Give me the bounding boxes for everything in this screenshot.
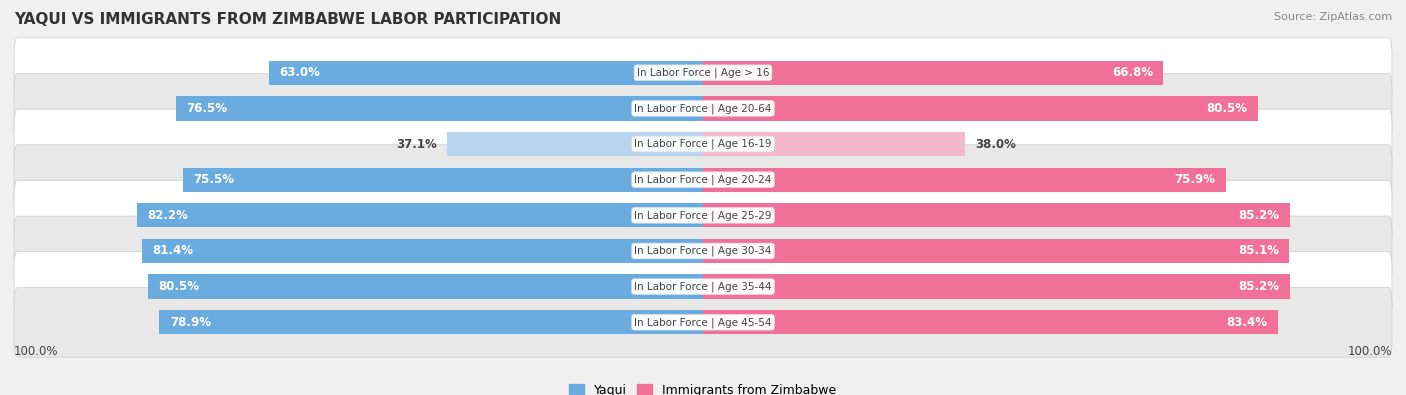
Bar (183, 167, 703, 192)
Bar (703, 60, 1163, 85)
FancyBboxPatch shape (14, 73, 1392, 143)
Text: 66.8%: 66.8% (1112, 66, 1153, 79)
Bar (149, 275, 703, 299)
Bar (142, 239, 703, 263)
Legend: Yaqui, Immigrants from Zimbabwe: Yaqui, Immigrants from Zimbabwe (564, 379, 842, 395)
Text: YAQUI VS IMMIGRANTS FROM ZIMBABWE LABOR PARTICIPATION: YAQUI VS IMMIGRANTS FROM ZIMBABWE LABOR … (14, 12, 561, 27)
FancyBboxPatch shape (14, 145, 1392, 214)
Bar (703, 132, 965, 156)
Text: 80.5%: 80.5% (1206, 102, 1247, 115)
Text: 63.0%: 63.0% (280, 66, 321, 79)
FancyBboxPatch shape (14, 38, 1392, 108)
Text: In Labor Force | Age 30-34: In Labor Force | Age 30-34 (634, 246, 772, 256)
Text: 81.4%: 81.4% (152, 245, 194, 258)
Bar (159, 310, 703, 335)
FancyBboxPatch shape (14, 287, 1392, 357)
Bar (136, 203, 703, 228)
Bar (447, 132, 703, 156)
Text: Source: ZipAtlas.com: Source: ZipAtlas.com (1274, 12, 1392, 22)
Text: 85.1%: 85.1% (1237, 245, 1279, 258)
FancyBboxPatch shape (14, 252, 1392, 322)
Text: 83.4%: 83.4% (1226, 316, 1267, 329)
Text: 37.1%: 37.1% (396, 137, 437, 150)
Bar (703, 96, 1257, 120)
Text: In Labor Force | Age 35-44: In Labor Force | Age 35-44 (634, 281, 772, 292)
Text: In Labor Force | Age 20-64: In Labor Force | Age 20-64 (634, 103, 772, 114)
Text: 85.2%: 85.2% (1239, 280, 1279, 293)
Bar (703, 203, 1289, 228)
Text: 80.5%: 80.5% (159, 280, 200, 293)
Text: 76.5%: 76.5% (186, 102, 228, 115)
Text: 100.0%: 100.0% (14, 346, 59, 358)
Text: 100.0%: 100.0% (1347, 346, 1392, 358)
Bar (703, 167, 1226, 192)
Bar (176, 96, 703, 120)
FancyBboxPatch shape (14, 216, 1392, 286)
Text: 75.5%: 75.5% (193, 173, 235, 186)
Text: In Labor Force | Age 45-54: In Labor Force | Age 45-54 (634, 317, 772, 327)
Text: In Labor Force | Age 16-19: In Labor Force | Age 16-19 (634, 139, 772, 149)
Text: 38.0%: 38.0% (976, 137, 1017, 150)
Text: 78.9%: 78.9% (170, 316, 211, 329)
Text: 85.2%: 85.2% (1239, 209, 1279, 222)
Text: In Labor Force | Age 25-29: In Labor Force | Age 25-29 (634, 210, 772, 220)
FancyBboxPatch shape (14, 181, 1392, 250)
Bar (703, 275, 1289, 299)
FancyBboxPatch shape (14, 109, 1392, 179)
Text: In Labor Force | Age > 16: In Labor Force | Age > 16 (637, 68, 769, 78)
Bar (703, 310, 1278, 335)
Text: In Labor Force | Age 20-24: In Labor Force | Age 20-24 (634, 175, 772, 185)
Bar (269, 60, 703, 85)
Text: 75.9%: 75.9% (1174, 173, 1216, 186)
Text: 82.2%: 82.2% (148, 209, 188, 222)
Bar (703, 239, 1289, 263)
